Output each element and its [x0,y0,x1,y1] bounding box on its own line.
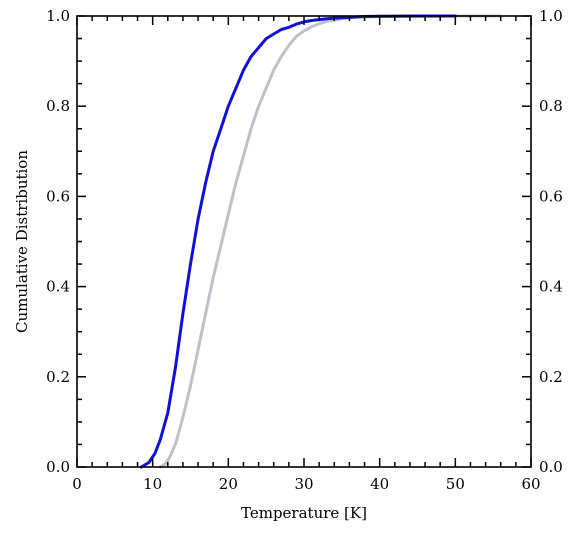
right-y-tick-label: 1.0 [539,7,563,25]
right-y-tick-label: 0.0 [539,458,563,476]
right-y-tick-label: 0.6 [539,187,563,205]
x-tick-label: 40 [370,475,389,493]
y-tick-label: 0.4 [46,278,70,296]
tick-labels-layer: 0 10 20 30 40 50 600.00.20.40.60.81.00.00.20.4… [46,7,563,493]
y-tick-label: 0.0 [46,458,70,476]
x-tick-label: 0 [72,475,82,493]
x-tick-label: 60 [521,475,540,493]
y-axis-label: Cumulative Distribution [13,150,31,333]
y-tick-label: 0.2 [46,368,70,386]
x-axis-label: Temperature [K] [241,504,367,522]
ticks-layer [76,15,532,468]
x-tick-label: 30 [294,475,313,493]
right-y-tick-label: 0.2 [539,368,563,386]
y-tick-label: 0.8 [46,97,70,115]
y-tick-label: 1.0 [46,7,70,25]
series-line-2 [139,14,457,469]
x-tick-label: 20 [219,475,238,493]
series-layer [139,14,503,469]
right-y-tick-label: 0.4 [539,278,563,296]
x-tick-label: 50 [446,475,465,493]
y-tick-label: 0.6 [46,187,70,205]
right-y-tick-label: 0.8 [539,97,563,115]
plot-frame [76,15,532,468]
x-tick-label: 10 [143,475,162,493]
